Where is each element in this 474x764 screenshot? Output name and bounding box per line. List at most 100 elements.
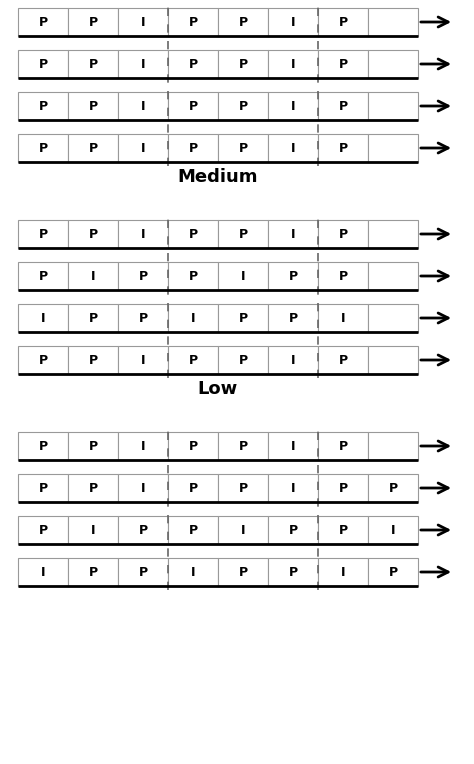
Bar: [168, 262, 218, 290]
Bar: [118, 134, 168, 162]
Bar: [368, 92, 418, 120]
Bar: [68, 432, 118, 460]
Bar: [368, 346, 418, 374]
Bar: [218, 346, 268, 374]
Text: P: P: [338, 439, 347, 452]
Bar: [168, 8, 218, 36]
Bar: [18, 474, 68, 502]
Bar: [18, 516, 68, 544]
Bar: [168, 558, 218, 586]
Bar: [268, 432, 318, 460]
Bar: [118, 304, 168, 332]
Bar: [168, 474, 218, 502]
Text: P: P: [338, 99, 347, 112]
Bar: [318, 474, 368, 502]
Bar: [68, 92, 118, 120]
Text: I: I: [91, 523, 95, 536]
Text: P: P: [38, 141, 47, 154]
Bar: [18, 304, 68, 332]
Bar: [368, 558, 418, 586]
Bar: [218, 92, 268, 120]
Text: P: P: [338, 481, 347, 494]
Text: P: P: [289, 523, 298, 536]
Bar: [268, 516, 318, 544]
Bar: [68, 8, 118, 36]
Text: P: P: [388, 481, 398, 494]
Bar: [218, 50, 268, 78]
Text: I: I: [291, 99, 295, 112]
Text: I: I: [91, 270, 95, 283]
Bar: [218, 220, 268, 248]
Text: P: P: [89, 565, 98, 578]
Text: P: P: [89, 439, 98, 452]
Bar: [68, 50, 118, 78]
Bar: [268, 304, 318, 332]
Bar: [368, 220, 418, 248]
Text: P: P: [89, 15, 98, 28]
Bar: [218, 558, 268, 586]
Text: P: P: [38, 354, 47, 367]
Bar: [318, 304, 368, 332]
Text: P: P: [89, 354, 98, 367]
Text: P: P: [238, 312, 247, 325]
Text: P: P: [238, 228, 247, 241]
Text: P: P: [138, 270, 147, 283]
Bar: [268, 346, 318, 374]
Text: P: P: [38, 481, 47, 494]
Text: P: P: [189, 439, 198, 452]
Bar: [118, 474, 168, 502]
Bar: [18, 92, 68, 120]
Bar: [68, 220, 118, 248]
Text: I: I: [141, 481, 145, 494]
Bar: [168, 432, 218, 460]
Text: P: P: [338, 141, 347, 154]
Bar: [318, 8, 368, 36]
Bar: [218, 8, 268, 36]
Text: P: P: [89, 141, 98, 154]
Text: I: I: [41, 312, 45, 325]
Bar: [318, 558, 368, 586]
Text: P: P: [38, 523, 47, 536]
Bar: [268, 50, 318, 78]
Bar: [118, 92, 168, 120]
Bar: [318, 50, 368, 78]
Bar: [18, 558, 68, 586]
Text: P: P: [338, 57, 347, 70]
Text: I: I: [191, 312, 195, 325]
Bar: [118, 50, 168, 78]
Text: P: P: [289, 270, 298, 283]
Bar: [68, 346, 118, 374]
Bar: [118, 432, 168, 460]
Text: P: P: [89, 57, 98, 70]
Bar: [68, 516, 118, 544]
Bar: [168, 134, 218, 162]
Bar: [18, 8, 68, 36]
Text: P: P: [89, 481, 98, 494]
Text: I: I: [241, 523, 245, 536]
Bar: [18, 432, 68, 460]
Bar: [68, 474, 118, 502]
Bar: [118, 516, 168, 544]
Text: P: P: [189, 228, 198, 241]
Bar: [318, 262, 368, 290]
Bar: [368, 262, 418, 290]
Bar: [368, 432, 418, 460]
Text: P: P: [138, 523, 147, 536]
Text: I: I: [341, 565, 345, 578]
Bar: [368, 474, 418, 502]
Bar: [118, 220, 168, 248]
Text: P: P: [38, 270, 47, 283]
Text: I: I: [291, 439, 295, 452]
Text: I: I: [41, 565, 45, 578]
Text: I: I: [291, 57, 295, 70]
Bar: [268, 134, 318, 162]
Text: P: P: [189, 141, 198, 154]
Text: P: P: [38, 57, 47, 70]
Text: P: P: [189, 270, 198, 283]
Bar: [368, 304, 418, 332]
Text: I: I: [141, 354, 145, 367]
Bar: [218, 134, 268, 162]
Text: P: P: [38, 228, 47, 241]
Text: P: P: [189, 15, 198, 28]
Bar: [318, 516, 368, 544]
